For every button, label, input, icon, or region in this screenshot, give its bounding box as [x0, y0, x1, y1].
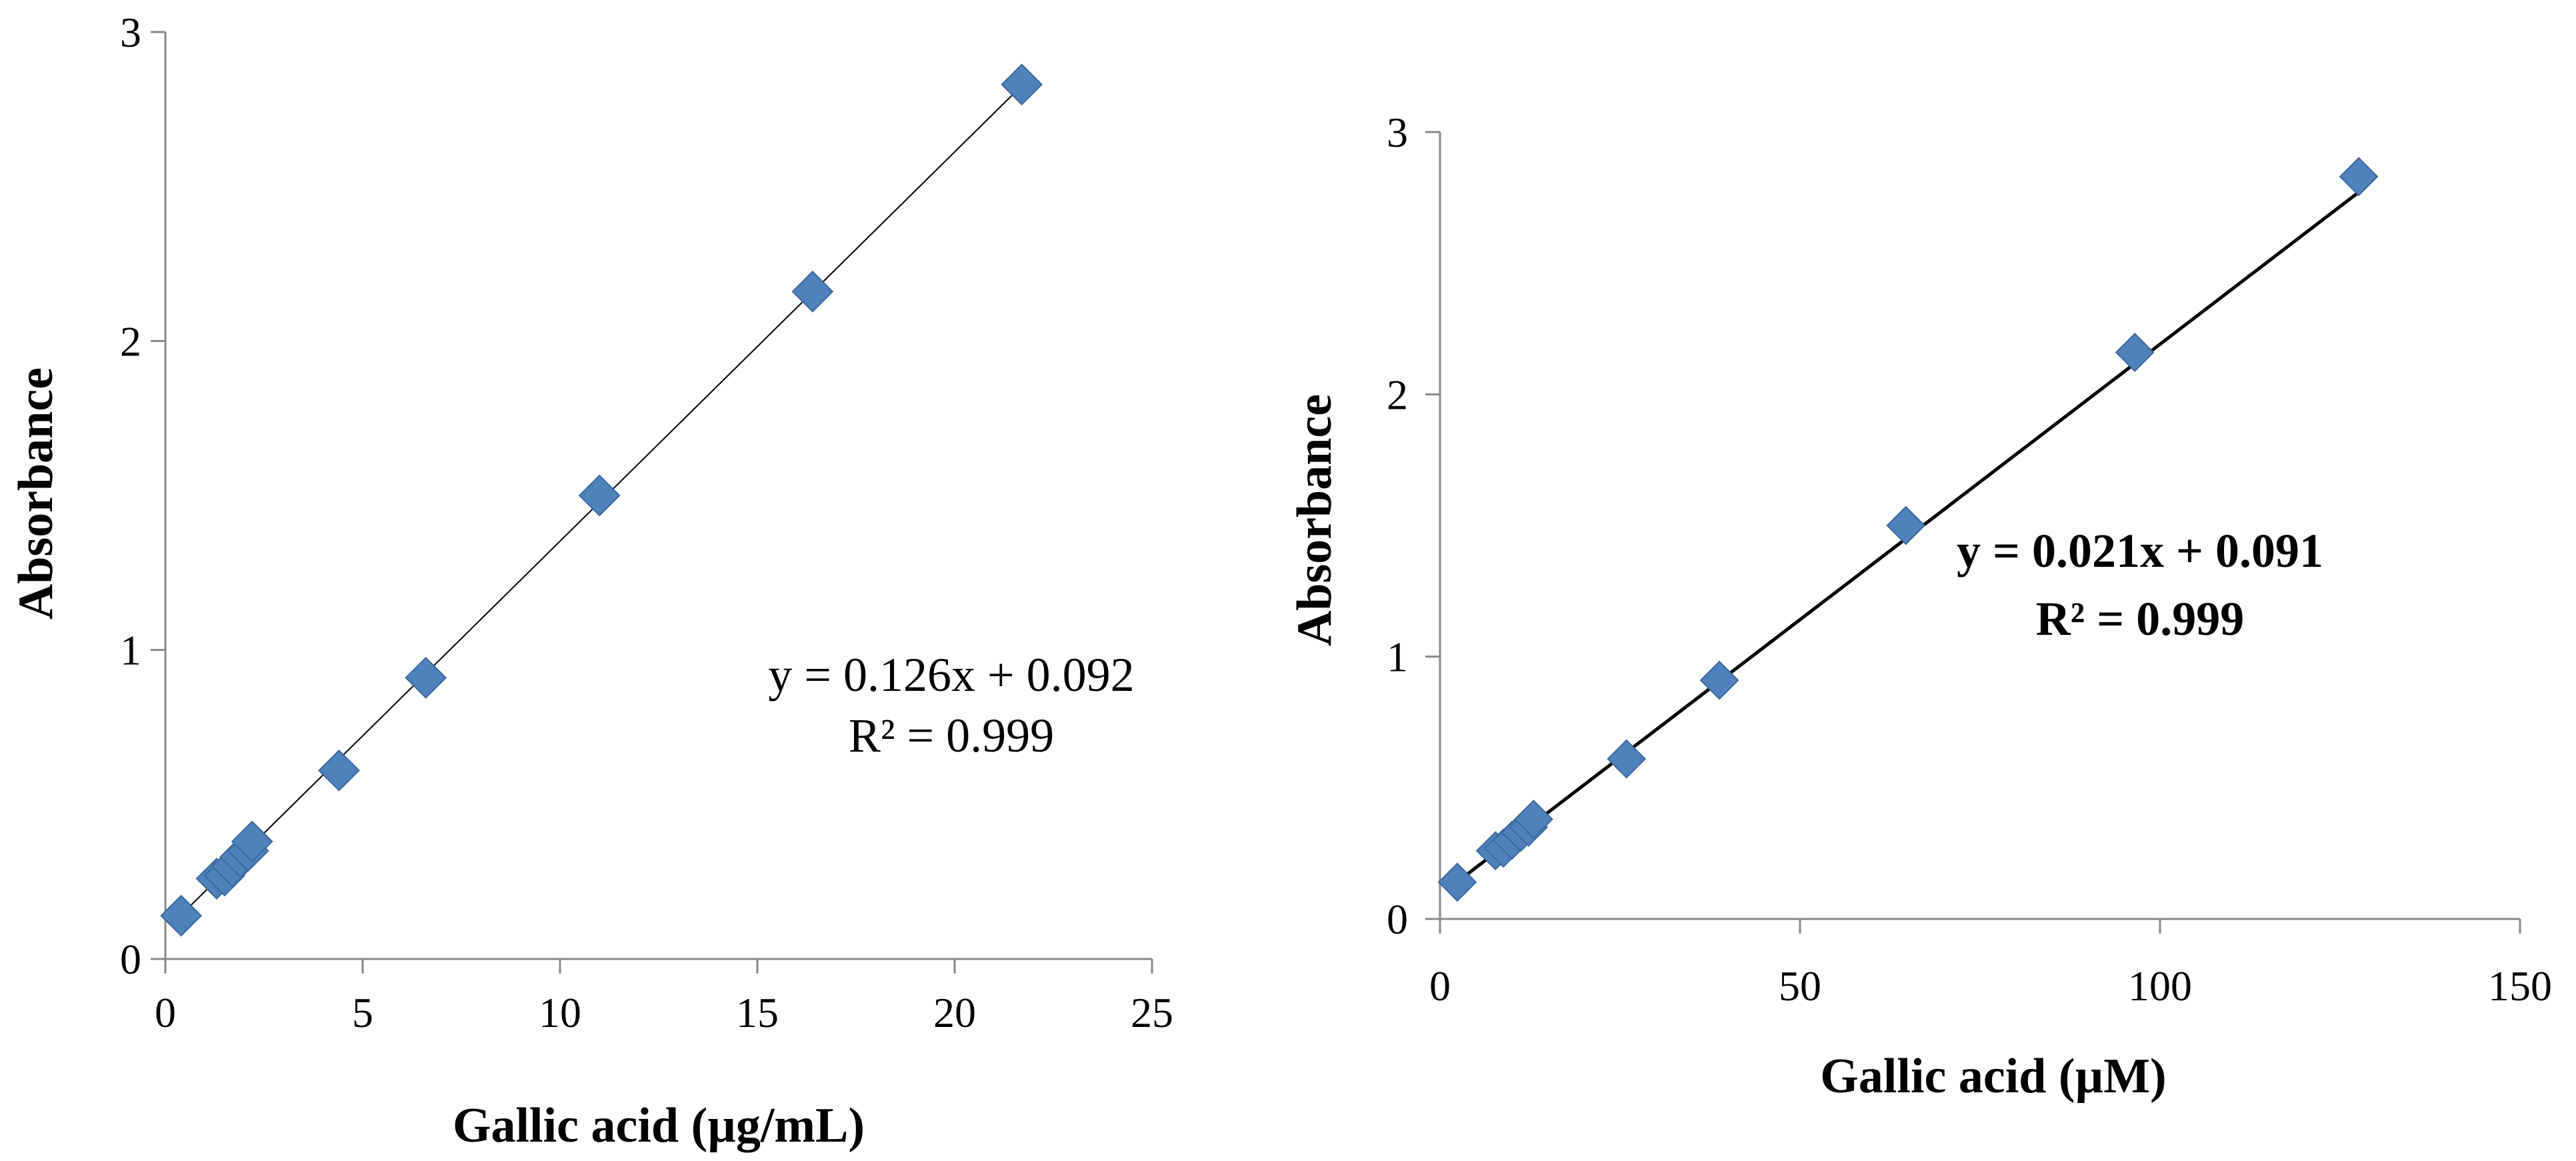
y-tick-label: 0	[120, 936, 141, 983]
data-point	[2339, 157, 2379, 197]
data-point	[1607, 739, 1647, 779]
y-tick-label: 3	[120, 9, 141, 56]
y-tick-label: 3	[1387, 109, 1408, 156]
x-tick-label: 20	[933, 989, 976, 1036]
data-point	[1001, 63, 1043, 106]
y-ticks: 0 1 2 3	[120, 9, 165, 983]
data-point	[2115, 332, 2155, 372]
x-axis-title: Gallic acid (µM)	[1820, 1049, 2166, 1104]
y-tick-label: 0	[1387, 896, 1408, 943]
chart-right: 0 1 2 3 0 50 100 150 Gallic acid (µM) Absorban…	[1287, 109, 2552, 1104]
trendline-equation: y = 0.126x + 0.092	[768, 648, 1134, 702]
x-tick-label: 0	[155, 989, 176, 1036]
data-point	[1886, 505, 1926, 545]
y-tick-label: 2	[1387, 371, 1408, 418]
x-tick-label: 5	[352, 989, 373, 1036]
x-tick-label: 100	[2128, 962, 2192, 1010]
chart-left: 0 1 2 3 0 5 10 15 20 25 Gallic acid (µg/mL) Abso…	[9, 9, 1173, 1153]
data-point	[791, 270, 834, 313]
x-axis-title: Gallic acid (µg/mL)	[453, 1098, 865, 1153]
r-squared-label: R² = 0.999	[2036, 592, 2245, 646]
data-point	[405, 656, 447, 699]
y-tick-label: 1	[120, 627, 141, 674]
y-axis-title: Absorbance	[1287, 394, 1342, 646]
axes	[164, 32, 1152, 960]
data-point	[318, 749, 360, 792]
x-tick-label: 0	[1429, 962, 1451, 1010]
data-point	[160, 894, 203, 937]
data-points	[1437, 157, 2379, 902]
x-ticks: 0 50 100 150	[1429, 919, 2552, 1010]
y-ticks: 0 1 2 3	[1387, 109, 1440, 943]
y-axis-title: Absorbance	[9, 367, 63, 620]
x-tick-label: 50	[1779, 962, 1821, 1010]
y-tick-label: 2	[120, 317, 141, 365]
data-point	[231, 820, 273, 863]
axes	[1439, 132, 2520, 920]
x-tick-label: 150	[2488, 962, 2552, 1010]
x-ticks: 0 5 10 15 20 25	[155, 959, 1173, 1036]
x-tick-label: 10	[539, 989, 581, 1036]
x-tick-label: 25	[1131, 989, 1173, 1036]
data-point	[1513, 800, 1553, 839]
y-tick-label: 1	[1387, 634, 1408, 681]
r-squared-label: R² = 0.999	[849, 709, 1054, 762]
data-point	[1699, 660, 1739, 700]
data-point	[1437, 862, 1477, 902]
trendline-equation: y = 0.021x + 0.091	[1957, 524, 2323, 577]
data-point	[578, 474, 621, 517]
data-points	[160, 63, 1043, 937]
x-tick-label: 15	[736, 989, 779, 1036]
